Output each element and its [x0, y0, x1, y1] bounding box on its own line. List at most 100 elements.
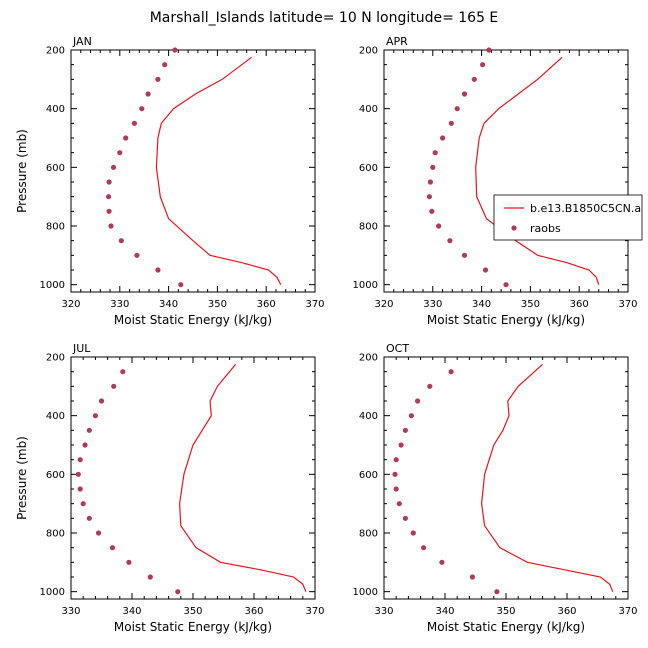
obs-point-jan: [155, 267, 161, 273]
obs-point-oct: [439, 559, 445, 565]
obs-point-oct: [415, 398, 421, 404]
x-tick-label: 340: [472, 299, 491, 310]
obs-point-jan: [106, 194, 112, 200]
x-tick-label: 340: [159, 299, 178, 310]
panels: 320 330 340 350 360 370 200 400 600 800 1000 JAN Moi…: [15, 35, 638, 634]
obs-point-apr: [461, 252, 468, 258]
plot-frame-oct: [383, 356, 629, 600]
obs-point-oct: [408, 413, 414, 419]
x-tick-label: 340: [435, 606, 454, 617]
plot-frame-jul: [70, 356, 316, 600]
obs-point-apr: [427, 179, 433, 185]
x-tick-label: 370: [305, 299, 324, 310]
obs-point-apr: [440, 135, 446, 141]
y-tick-label: 1000: [40, 280, 65, 291]
panel-jul: 330 340 350 360 370 200 400 600 800 1000 JUL Moist …: [15, 342, 325, 634]
obs-point-apr: [486, 47, 492, 53]
legend-marker-swatch: [511, 225, 517, 231]
x-tick-label: 370: [618, 606, 637, 617]
obs-point-jan: [145, 91, 151, 97]
x-tick-label: 340: [122, 606, 141, 617]
y-tick-label: 200: [359, 46, 378, 57]
obs-point-jul: [95, 530, 102, 536]
obs-point-jul: [82, 442, 88, 448]
y-tick-label: 200: [359, 353, 378, 364]
obs-point-apr: [461, 91, 468, 97]
panel-label-apr: APR: [386, 35, 408, 48]
obs-point-jan: [106, 208, 112, 214]
x-axis-title: Moist Static Energy (kJ/kg): [114, 313, 272, 327]
obs-point-oct: [393, 486, 399, 492]
x-tick-label: 360: [570, 299, 589, 310]
x-tick-label: 350: [521, 299, 540, 310]
obs-point-jul: [175, 589, 181, 595]
x-tick-label: 350: [496, 606, 515, 617]
y-tick-label: 1000: [40, 587, 65, 598]
series-line-oct: [480, 363, 614, 592]
obs-point-oct: [398, 442, 404, 448]
x-tick-label: 320: [61, 299, 80, 310]
panel-jan: 320 330 340 350 360 370 200 400 600 800 1000 JAN Moi…: [15, 35, 325, 327]
obs-point-jan: [134, 252, 140, 258]
x-tick-label: 360: [244, 606, 263, 617]
obs-point-jan: [117, 150, 123, 156]
y-tick-label: 800: [359, 222, 378, 233]
obs-point-oct: [392, 471, 398, 477]
y-tick-label: 600: [46, 470, 65, 481]
legend-label: raobs: [530, 222, 561, 235]
obs-point-jan: [110, 164, 117, 170]
x-tick-label: 330: [423, 299, 442, 310]
x-tick-label: 350: [208, 299, 227, 310]
y-tick-label: 800: [46, 529, 65, 540]
series-line-jul: [178, 363, 307, 592]
obs-point-oct: [421, 545, 427, 551]
obs-point-jul: [120, 369, 126, 375]
obs-point-jul: [109, 545, 116, 551]
obs-point-jul: [77, 486, 83, 492]
panel-oct: 330 340 350 360 370 200 400 600 800 1000 OCT Moist …: [353, 342, 638, 634]
obs-point-apr: [447, 238, 453, 244]
obs-point-jul: [92, 413, 98, 419]
obs-point-jul: [126, 559, 132, 565]
obs-point-apr: [432, 150, 438, 156]
obs-point-oct: [494, 589, 500, 595]
obs-point-oct: [410, 530, 416, 536]
obs-point-apr: [436, 223, 442, 229]
x-tick-label: 360: [557, 606, 576, 617]
y-tick-label: 400: [46, 104, 65, 115]
obs-point-jan: [106, 179, 112, 185]
plot-frame-jan: [70, 49, 316, 293]
panel-apr: 320 330 340 350 360 370 200 400 600 800 1000 APR Moi…: [353, 35, 638, 327]
obs-point-jan: [155, 76, 161, 82]
obs-point-jan: [123, 135, 129, 141]
obs-point-apr: [426, 194, 432, 200]
y-axis-title: Pressure (mb): [15, 129, 29, 213]
panel-label-oct: OCT: [386, 342, 409, 355]
obs-point-jan: [131, 120, 137, 126]
y-tick-label: 800: [359, 529, 378, 540]
x-tick-label: 330: [61, 606, 80, 617]
obs-point-jul: [80, 501, 86, 507]
obs-point-apr: [429, 208, 435, 214]
x-tick-label: 360: [257, 299, 276, 310]
y-tick-label: 600: [46, 163, 65, 174]
obs-point-jul: [77, 457, 83, 463]
obs-point-jan: [118, 238, 124, 244]
obs-point-jan: [172, 47, 178, 53]
obs-point-apr: [471, 76, 477, 82]
legend-box: [493, 194, 643, 241]
obs-point-apr: [448, 120, 454, 126]
obs-point-jan: [108, 223, 114, 229]
panel-label-jul: JUL: [72, 342, 91, 355]
x-axis-title: Moist Static Energy (kJ/kg): [114, 620, 272, 634]
plot-frame-apr: [383, 49, 629, 293]
y-tick-label: 600: [359, 470, 378, 481]
obs-point-oct: [402, 515, 408, 521]
series-line-apr: [475, 56, 600, 285]
obs-point-jul: [111, 383, 117, 389]
y-tick-label: 1000: [353, 587, 378, 598]
y-axis-title: Pressure (mb): [15, 436, 29, 520]
x-tick-label: 330: [374, 606, 393, 617]
x-tick-label: 320: [374, 299, 393, 310]
